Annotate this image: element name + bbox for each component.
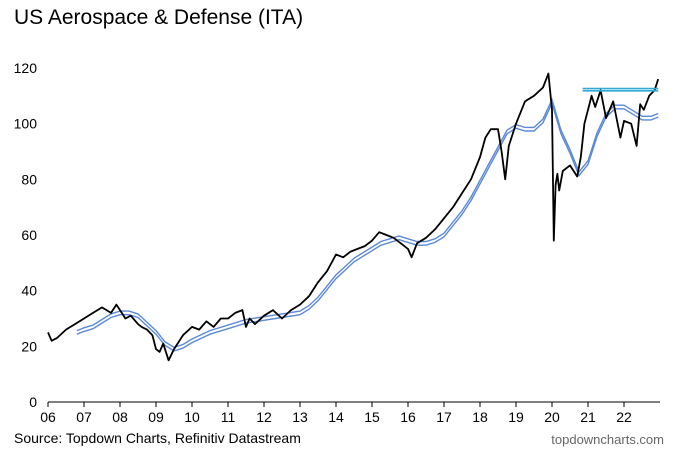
y-tick-label: 40 xyxy=(21,283,37,299)
site-watermark: topdowncharts.com xyxy=(551,432,664,447)
x-tick-label: 12 xyxy=(256,409,272,425)
moving-average-upper-line xyxy=(76,97,659,349)
x-tick-label: 15 xyxy=(364,409,380,425)
x-tick-label: 22 xyxy=(616,409,632,425)
moving-average-lower-line xyxy=(76,101,659,352)
price-line xyxy=(47,72,660,362)
x-tick-label: 13 xyxy=(292,409,308,425)
y-tick-label: 80 xyxy=(21,171,37,187)
x-tick-label: 06 xyxy=(40,409,56,425)
x-tick-label: 19 xyxy=(508,409,524,425)
y-tick-label: 120 xyxy=(14,60,38,76)
y-tick-label: 20 xyxy=(21,338,37,354)
x-tick-label: 21 xyxy=(580,409,596,425)
y-tick-label: 100 xyxy=(14,116,38,132)
x-tick-label: 20 xyxy=(544,409,560,425)
chart-title: US Aerospace & Defense (ITA) xyxy=(14,6,304,29)
x-tick-label: 10 xyxy=(184,409,200,425)
x-tick-label: 18 xyxy=(472,409,488,425)
x-tick-label: 09 xyxy=(148,409,164,425)
x-tick-label: 11 xyxy=(221,409,236,425)
x-tick-label: 08 xyxy=(112,409,128,425)
x-tick-label: 16 xyxy=(400,409,416,425)
x-tick-label: 07 xyxy=(76,409,92,425)
x-tick-label: 14 xyxy=(328,409,344,425)
y-tick-label: 60 xyxy=(21,227,37,243)
x-tick-label: 17 xyxy=(436,409,452,425)
source-note: Source: Topdown Charts, Refinitiv Datast… xyxy=(14,430,301,446)
y-tick-label: 0 xyxy=(29,394,37,410)
